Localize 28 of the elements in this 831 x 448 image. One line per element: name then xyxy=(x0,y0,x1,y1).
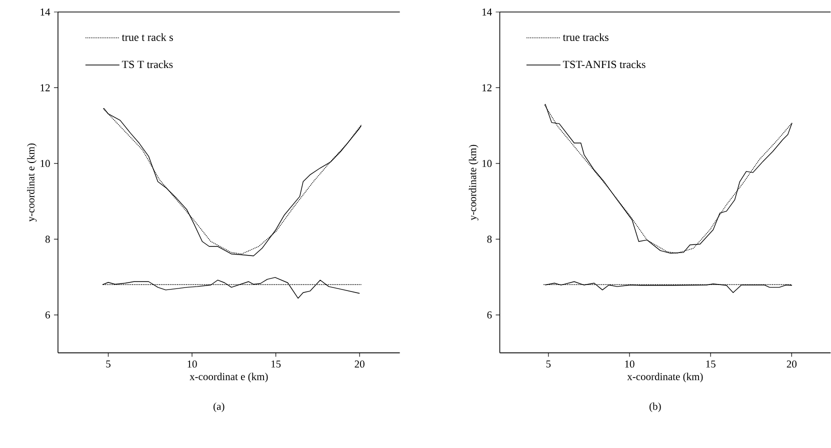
text: (b) xyxy=(650,402,661,412)
x-tick-label: 15 xyxy=(271,360,281,368)
text: (a) xyxy=(214,402,224,412)
y-axis-title: y-coordinate (km) xyxy=(468,144,478,220)
x-tick-label: 5 xyxy=(546,360,551,368)
legend-label: true t rack s xyxy=(122,33,173,42)
legend-label: TS T tracks xyxy=(122,60,173,68)
x-tick-label: 5 xyxy=(106,360,110,368)
x-tick-label: 10 xyxy=(625,360,634,368)
y-tick-label: 6 xyxy=(487,312,492,319)
y-tick-label: 14 xyxy=(40,8,50,16)
y-tick-label: 8 xyxy=(487,236,492,243)
y-tick-label: 10 xyxy=(482,160,492,168)
legend-label: true tracks xyxy=(562,33,608,42)
legend-label: TST-ANFIS tracks xyxy=(562,60,646,68)
x-tick-label: 20 xyxy=(354,360,364,368)
y-tick-label: 8 xyxy=(45,236,50,243)
y-tick-label: 10 xyxy=(40,160,50,168)
x-axis-title: x-coordinate (km) xyxy=(627,372,703,382)
x-tick-label: 15 xyxy=(706,360,716,368)
x-tick-label: 20 xyxy=(786,360,797,368)
y-tick-label: 12 xyxy=(40,84,50,92)
y-tick-label: 14 xyxy=(482,8,492,16)
x-tick-label: 10 xyxy=(188,360,197,368)
y-axis-title: y-coordinat e (km) xyxy=(27,144,37,222)
x-axis-title: x-coordinat e (km) xyxy=(190,372,268,382)
y-tick-label: 6 xyxy=(45,312,50,319)
y-tick-label: 12 xyxy=(482,84,492,92)
